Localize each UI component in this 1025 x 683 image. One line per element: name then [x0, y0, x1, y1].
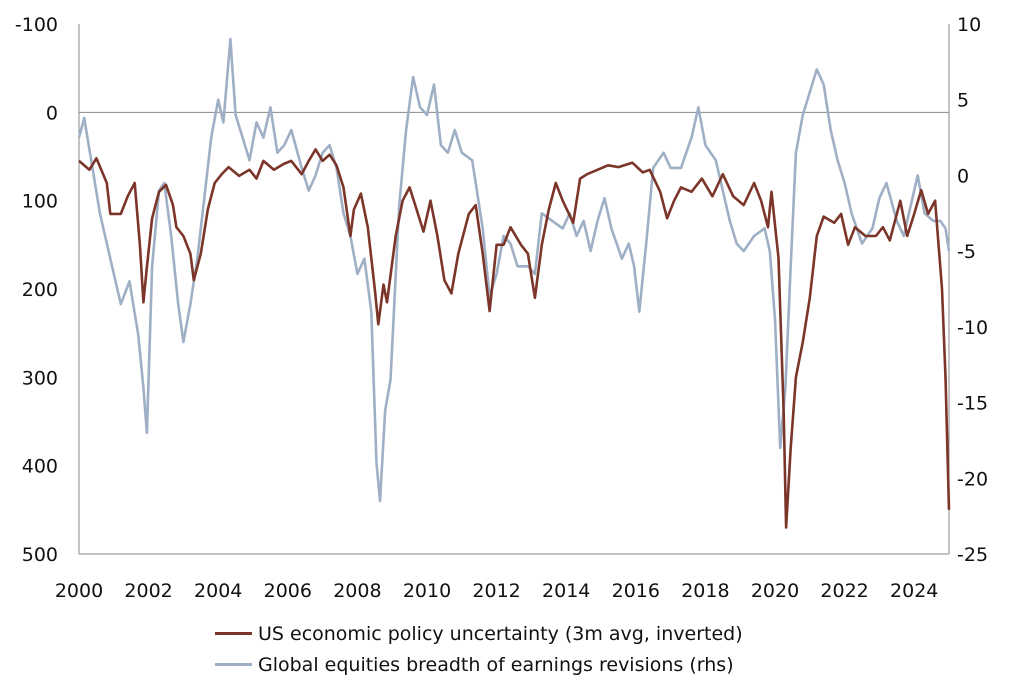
right-tick-label: -25	[957, 544, 988, 566]
x-tick-label: 2000	[55, 580, 103, 602]
x-tick-label: 2006	[264, 580, 312, 602]
right-tick-label: -20	[957, 468, 988, 490]
left-tick-label: 100	[22, 191, 58, 213]
axes	[78, 24, 950, 555]
series-layer	[77, 37, 951, 529]
right-tick-label: 10	[957, 14, 981, 36]
left-tick-label: 400	[22, 456, 58, 478]
x-tick-label: 2008	[333, 580, 381, 602]
x-tick-label: 2012	[472, 580, 520, 602]
left-tick-label: 200	[22, 279, 58, 301]
x-tick-label: 2016	[612, 580, 660, 602]
left-tick-labels: -100 0 100 200 300 400 500	[15, 14, 58, 566]
left-tick-label: 0	[46, 102, 58, 124]
right-tick-labels: 10 5 0 -5 -10 -15 -20 -25	[957, 14, 988, 566]
left-tick-label: -100	[15, 14, 58, 36]
x-tick-label: 2018	[681, 580, 729, 602]
x-tick-label: 2010	[403, 580, 451, 602]
right-tick-label: -15	[957, 393, 988, 415]
legend-item-earnings-revisions: Global equities breadth of earnings revi…	[215, 649, 743, 680]
legend-swatch-earnings-revisions	[215, 663, 252, 666]
series-line-earnings-revisions	[77, 37, 951, 503]
right-tick-label: 5	[957, 90, 969, 112]
legend-swatch-policy-uncertainty	[215, 632, 252, 635]
x-tick-label: 2014	[542, 580, 590, 602]
legend-label-policy-uncertainty: US economic policy uncertainty (3m avg, …	[258, 622, 743, 645]
x-tick-label: 2024	[890, 580, 938, 602]
left-tick-label: 500	[22, 544, 58, 566]
right-tick-label: -10	[957, 317, 988, 339]
x-tick-labels: 2000 2002 2004 2006 2008 2010 2012 2014 2016 2018…	[55, 580, 939, 602]
left-tick-label: 300	[22, 367, 58, 389]
x-tick-label: 2002	[124, 580, 172, 602]
legend: US economic policy uncertainty (3m avg, …	[215, 618, 743, 680]
legend-label-earnings-revisions: Global equities breadth of earnings revi…	[258, 653, 734, 676]
series-line-policy-uncertainty	[78, 148, 951, 529]
x-tick-label: 2020	[751, 580, 799, 602]
x-tick-label: 2022	[820, 580, 868, 602]
x-tick-label: 2004	[194, 580, 242, 602]
right-tick-label: -5	[957, 241, 976, 263]
right-tick-label: 0	[957, 165, 969, 187]
legend-item-policy-uncertainty: US economic policy uncertainty (3m avg, …	[215, 618, 743, 649]
